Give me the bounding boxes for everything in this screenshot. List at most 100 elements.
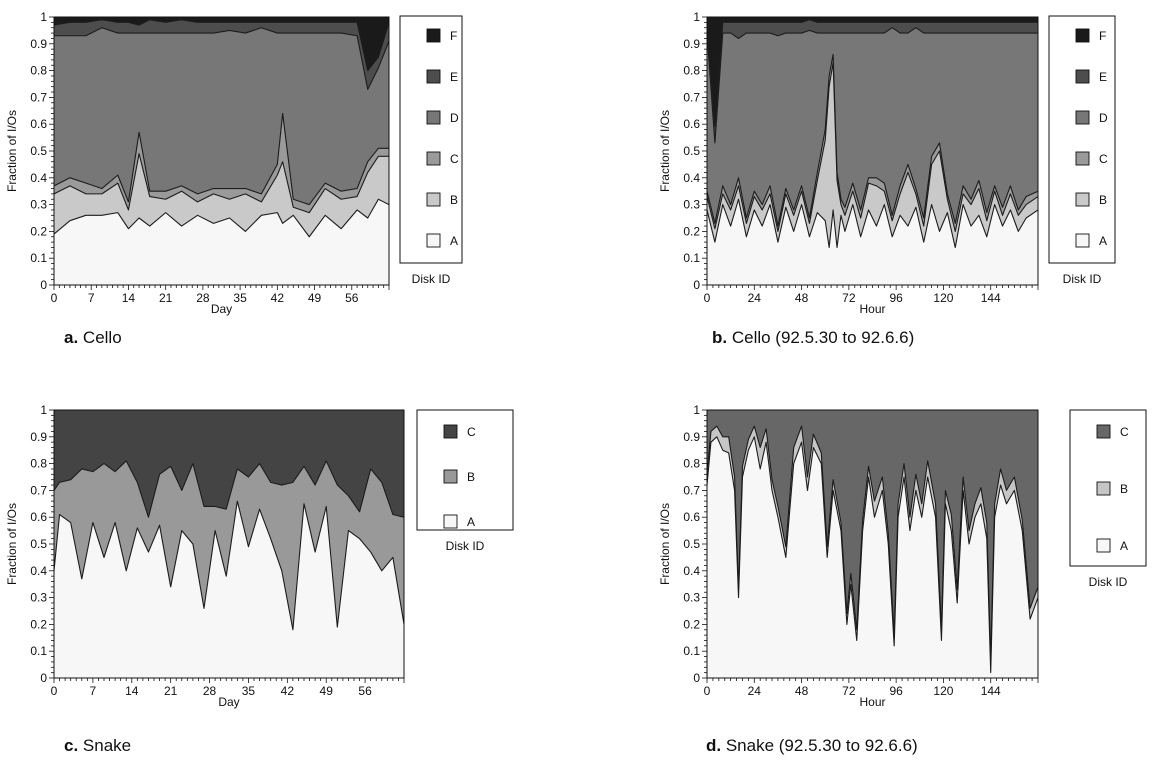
legend-box-b	[1048, 15, 1116, 264]
legend-box-a	[399, 15, 463, 264]
ytick-label-d: 0.1	[683, 644, 700, 658]
ytick-label-c: 1	[40, 403, 47, 417]
ytick-label-c: 0.8	[30, 457, 47, 471]
ytick-label-b: 0.5	[683, 144, 700, 158]
x-axis-label-b: Hour	[859, 302, 885, 316]
area-a-C	[54, 113, 389, 213]
caption-c: c. Snake	[64, 736, 131, 756]
xtick-label-d: 24	[748, 684, 762, 698]
series-line-b-C	[706, 53, 1039, 227]
ytick-label-d: 0.7	[683, 483, 700, 497]
ytick-label-b: 0	[693, 278, 700, 292]
area-b-D	[707, 27, 1038, 227]
caption-d-letter: d.	[706, 736, 722, 755]
ytick-label-b: 1	[693, 10, 700, 24]
panel-a: 0 0.1 0.2 0.3 0.4 0.5 0.6 0.7 0.8 0.9 1 0 7 14 21 28 35 4…	[0, 0, 576, 381]
x-axis-label-a: Day	[211, 302, 232, 316]
ytick-label-b: 0.4	[683, 171, 700, 185]
ytick-label-a: 1	[40, 10, 47, 24]
xtick-label-a: 56	[345, 291, 359, 305]
ytick-label-a: 0.9	[30, 37, 47, 51]
legend-label-c-C: C	[467, 425, 476, 439]
area-a-A	[54, 199, 389, 285]
legend-label-b-A: A	[1099, 234, 1107, 248]
legend-title-c: Disk ID	[446, 539, 485, 553]
legend-swatch-b-D	[1075, 110, 1090, 125]
caption-b-text: Cello (92.5.30 to 92.6.6)	[731, 328, 915, 347]
ytick-label-b: 0.7	[683, 90, 700, 104]
area-d-A	[707, 436, 1038, 678]
ytick-label-c: 0.3	[30, 591, 47, 605]
xtick-label-c: 14	[125, 684, 139, 698]
caption-a: a. Cello	[64, 328, 122, 348]
caption-d: d. Snake (92.5.30 to 92.6.6)	[706, 736, 918, 756]
legend-swatch-b-F	[1075, 28, 1090, 43]
ytick-label-a: 0.7	[30, 90, 47, 104]
legend-box-c	[416, 409, 514, 531]
ytick-label-d: 0.4	[683, 564, 700, 578]
panel-c: 0 0.1 0.2 0.3 0.4 0.5 0.6 0.7 0.8 0.9 1 0 7 14 21 28 35 4…	[0, 381, 576, 762]
x-axis-label-c: Day	[218, 695, 239, 709]
legend-label-a-A: A	[450, 234, 458, 248]
chart-c-svg: 0 0.1 0.2 0.3 0.4 0.5 0.6 0.7 0.8 0.9 1 0 7 14 21 28 35 4…	[5, 403, 514, 709]
legend-label-b-E: E	[1099, 70, 1107, 84]
series-line-a-A	[53, 198, 390, 238]
xtick-label-c: 0	[51, 684, 58, 698]
ytick-label-c: 0.2	[30, 617, 47, 631]
xtick-label-d: 0	[704, 684, 711, 698]
legend-swatch-d-C	[1096, 424, 1111, 439]
y-axis-label-c: Fraction of I/Os	[5, 503, 19, 585]
legend-swatch-a-B	[426, 192, 441, 207]
legend-swatch-a-A	[426, 233, 441, 248]
x-axis-label-d: Hour	[859, 695, 885, 709]
ytick-label-a: 0.6	[30, 117, 47, 131]
ytick-label-a: 0.8	[30, 64, 47, 78]
series-line-a-C	[53, 112, 389, 206]
chart-d-svg: 0 0.1 0.2 0.3 0.4 0.5 0.6 0.7 0.8 0.9 1 0 24 48 72 96 12…	[658, 403, 1147, 709]
area-c-B	[54, 460, 404, 630]
series-line-d-A	[706, 436, 1039, 674]
xtick-label-c: 35	[242, 684, 256, 698]
caption-c-letter: c.	[64, 736, 79, 755]
legend-swatch-b-B	[1075, 192, 1090, 207]
legend-label-b-D: D	[1099, 111, 1108, 125]
legend-label-c-A: A	[467, 515, 475, 529]
legend-swatch-a-C	[426, 151, 441, 166]
ytick-label-b: 0.6	[683, 117, 700, 131]
xtick-label-a: 7	[88, 291, 95, 305]
legend-label-a-F: F	[450, 29, 457, 43]
legend-label-a-C: C	[450, 152, 459, 166]
xtick-label-b: 120	[933, 291, 953, 305]
area-d-C	[707, 410, 1038, 660]
ytick-label-a: 0.1	[30, 251, 47, 265]
ytick-label-d: 0.3	[683, 591, 700, 605]
series-line-b-B	[706, 62, 1039, 232]
ytick-label-c: 0.7	[30, 483, 47, 497]
legend-label-c-B: B	[467, 470, 475, 484]
ytick-label-c: 0.1	[30, 644, 47, 658]
xtick-label-d: 144	[981, 684, 1001, 698]
xtick-label-c: 56	[358, 684, 372, 698]
chart-b-svg: 0 0.1 0.2 0.3 0.4 0.5 0.6 0.7 0.8 0.9 1 0 24 48 72 96 12…	[658, 10, 1116, 316]
legend-label-d-C: C	[1120, 425, 1129, 439]
ytick-label-d: 0	[693, 671, 700, 685]
xtick-label-c: 49	[320, 684, 334, 698]
xtick-label-b: 0	[704, 291, 711, 305]
series-line-a-E	[53, 19, 390, 72]
caption-a-text: Cello	[82, 328, 122, 347]
ytick-label-b: 0.2	[683, 224, 700, 238]
legend-swatch-a-D	[426, 110, 441, 125]
ytick-label-a: 0.3	[30, 198, 47, 212]
legend-title-a: Disk ID	[412, 272, 451, 286]
xtick-label-b: 48	[795, 291, 809, 305]
legend-label-d-A: A	[1120, 539, 1128, 553]
y-axis-label-b: Fraction of I/Os	[658, 110, 672, 192]
legend-title-b: Disk ID	[1063, 272, 1102, 286]
series-line-a-D	[54, 27, 390, 90]
legend-swatch-d-B	[1096, 481, 1111, 496]
xtick-label-a: 21	[159, 291, 173, 305]
legend-swatch-d-A	[1096, 538, 1111, 553]
y-axis-label-d: Fraction of I/Os	[658, 503, 672, 585]
ytick-label-d: 1	[693, 403, 700, 417]
